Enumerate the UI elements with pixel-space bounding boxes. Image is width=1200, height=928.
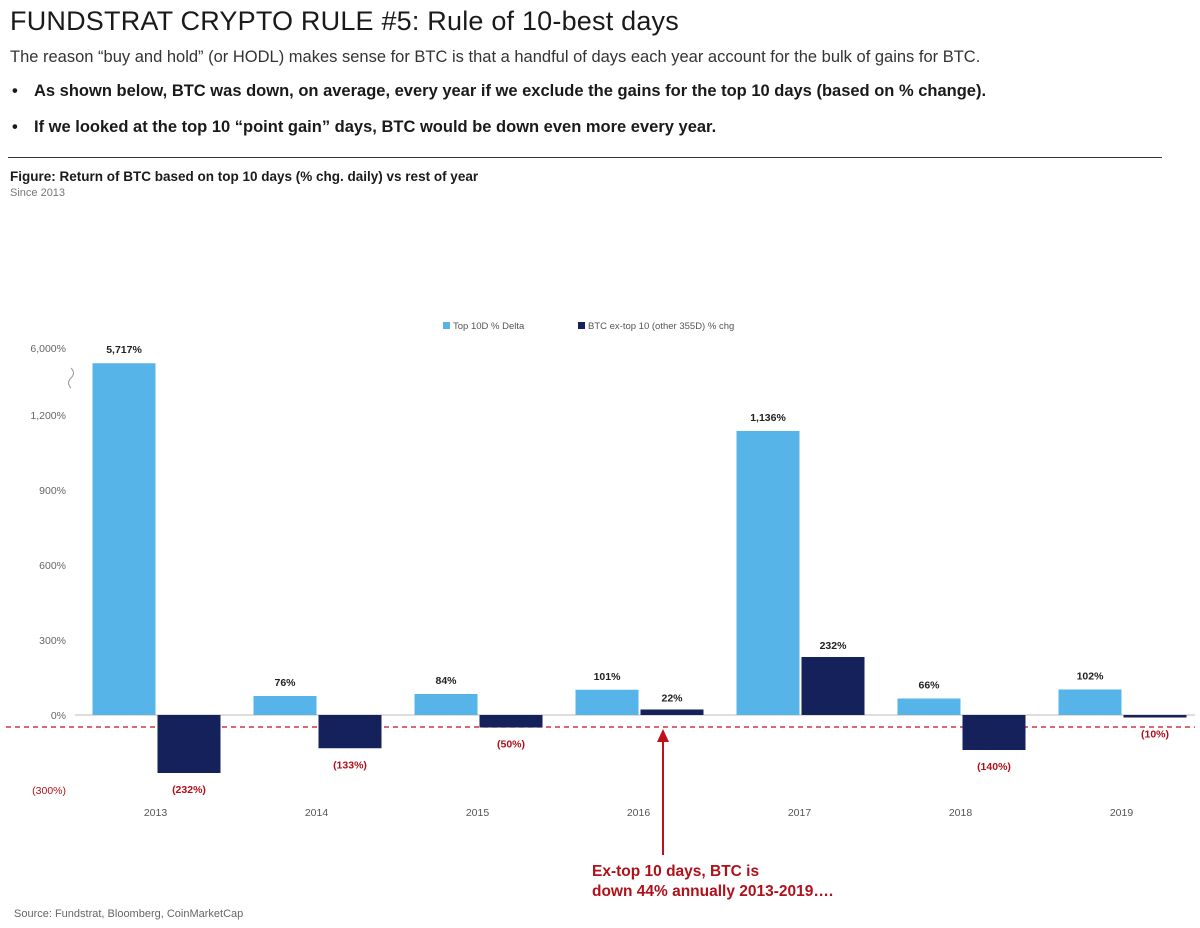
bar-top10 [737, 431, 800, 715]
annotation-callout: Ex-top 10 days, BTC is down 44% annually… [592, 862, 872, 902]
data-label-top10: 84% [435, 675, 457, 687]
data-label-ex-top10: (10%) [1141, 729, 1169, 741]
callout-arrow-head [657, 729, 669, 742]
bar-ex-top10 [158, 715, 221, 773]
y-tick-label: (300%) [32, 785, 66, 797]
data-label-top10: 102% [1077, 671, 1105, 683]
x-tick-label: 2016 [627, 807, 651, 819]
bar-ex-top10 [641, 710, 704, 716]
data-label-ex-top10: (50%) [497, 739, 525, 751]
data-label-ex-top10: (140%) [977, 761, 1011, 773]
data-label-top10: 66% [918, 680, 940, 692]
data-label-top10: 1,136% [750, 412, 786, 424]
data-label-ex-top10: 232% [820, 640, 848, 652]
axis-break-mark [69, 368, 74, 388]
data-label-top10: 5,717% [106, 344, 142, 356]
bar-ex-top10 [963, 715, 1026, 750]
bar-top10 [254, 696, 317, 715]
y-tick-label: 6,000% [30, 343, 66, 355]
callout-line-2: down 44% annually 2013-2019…. [592, 882, 872, 902]
y-tick-label: 600% [39, 560, 66, 572]
legend-swatch [443, 322, 450, 329]
callout-line-1: Ex-top 10 days, BTC is [592, 862, 872, 882]
data-label-top10: 76% [274, 677, 296, 689]
y-tick-label: 300% [39, 635, 66, 647]
bar-top10 [1059, 690, 1122, 716]
y-tick-label: 1,200% [30, 410, 66, 422]
data-label-ex-top10: (232%) [172, 784, 206, 796]
source-note: Source: Fundstrat, Bloomberg, CoinMarket… [14, 908, 243, 920]
x-tick-label: 2014 [305, 807, 329, 819]
x-tick-label: 2019 [1110, 807, 1134, 819]
data-label-top10: 101% [594, 671, 622, 683]
y-tick-label: 900% [39, 485, 66, 497]
x-tick-label: 2018 [949, 807, 973, 819]
y-tick-label: 0% [51, 710, 66, 722]
x-tick-label: 2017 [788, 807, 812, 819]
legend-label: Top 10D % Delta [453, 321, 525, 332]
x-tick-label: 2013 [144, 807, 168, 819]
legend-label: BTC ex-top 10 (other 355D) % chg [588, 321, 734, 332]
bar-top10 [415, 694, 478, 715]
bar-ex-top10 [480, 715, 543, 728]
bar-ex-top10 [319, 715, 382, 748]
bar-top10 [576, 690, 639, 715]
legend-swatch [578, 322, 585, 329]
bar-top10 [898, 699, 961, 716]
data-label-ex-top10: (133%) [333, 759, 367, 771]
bar-ex-top10 [1124, 715, 1187, 718]
bar-ex-top10 [802, 657, 865, 715]
x-tick-label: 2015 [466, 807, 490, 819]
bar-top10 [93, 363, 156, 715]
data-label-ex-top10: 22% [661, 693, 683, 705]
